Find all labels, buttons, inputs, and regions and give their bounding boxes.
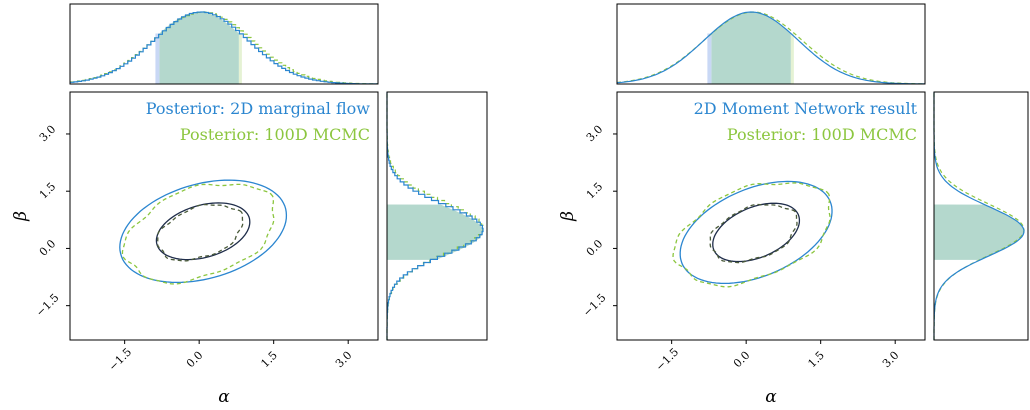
x-tick-label: −1.5 [106, 345, 134, 373]
x-tick-label: 1.5 [258, 349, 280, 371]
contours [672, 180, 833, 288]
contour-95-mcmc [121, 183, 275, 285]
x-tick-label: 3.0 [880, 349, 902, 371]
contour-68-primary [712, 202, 801, 263]
top-marginal-interval-edge [238, 33, 242, 84]
legend-entry: Posterior: 100D MCMC [180, 125, 370, 144]
top-marginal-frame [69, 3, 379, 85]
top-marginal-interval [159, 12, 239, 84]
x-tick-label: 3.0 [333, 349, 355, 371]
right-marginal-interval [387, 204, 483, 260]
y-tick-label: 3.0 [37, 123, 59, 145]
y-tick-label: −1.5 [580, 291, 608, 319]
legend-entry: Posterior: 2D marginal flow [146, 99, 371, 118]
top-marginal-frame [616, 3, 926, 85]
contour-95-primary [679, 180, 833, 285]
contour-95-mcmc [672, 182, 831, 288]
contour-68-mcmc [709, 203, 798, 264]
corner-plot-1: −1.5 0.0 1.5 3.0 −1.5 0.0 1.5 3.0 α β Posterior: 2… [11, 3, 488, 407]
x-tick-label: 0.0 [731, 349, 753, 371]
contour-95-primary [119, 179, 288, 284]
x-tick-label: −1.5 [653, 345, 681, 373]
x-tick-label: 1.5 [805, 349, 827, 371]
right-marginal-frame [386, 91, 488, 341]
legend-entry: Posterior: 100D MCMC [727, 125, 917, 144]
y-tick-label: 0.0 [584, 237, 606, 259]
right-marginal-curve-mcmc [933, 92, 1025, 340]
contour-68-primary [155, 202, 251, 261]
top-marginal-curve-primary [616, 11, 925, 85]
top-marginal-curve-mcmc [616, 11, 925, 85]
top-marginal-interval-edge [707, 33, 712, 84]
top-marginal-interval-edge [155, 33, 160, 84]
x-axis-label: α [765, 387, 777, 407]
x-tick-label: 0.0 [184, 349, 206, 371]
top-marginal-curve-primary [70, 11, 378, 85]
y-axis-label: β [558, 211, 578, 222]
main-axes-frame [69, 91, 379, 341]
top-marginal-interval [711, 12, 791, 84]
contours [119, 179, 288, 285]
y-axis-label: β [11, 211, 31, 222]
y-tick-label: 1.5 [584, 180, 606, 202]
y-tick-label: 0.0 [37, 237, 59, 259]
top-marginal-interval-edge [790, 33, 794, 84]
x-axis-label: α [218, 387, 230, 407]
y-tick-label: 3.0 [584, 123, 606, 145]
y-tick-label: 1.5 [37, 180, 59, 202]
right-marginal-frame [933, 91, 1029, 341]
legend-entry: 2D Moment Network result [694, 99, 918, 118]
top-marginal-curve-mcmc [70, 11, 378, 85]
main-axes-frame [616, 91, 926, 341]
contour-68-mcmc [156, 203, 244, 262]
corner-plot-2: −1.5 0.0 1.5 3.0 −1.5 0.0 1.5 3.0 α β 2D Moment Ne… [558, 3, 1029, 407]
y-tick-label: −1.5 [33, 291, 61, 319]
right-marginal-interval [934, 204, 1024, 260]
right-marginal-curve-primary [386, 92, 484, 340]
